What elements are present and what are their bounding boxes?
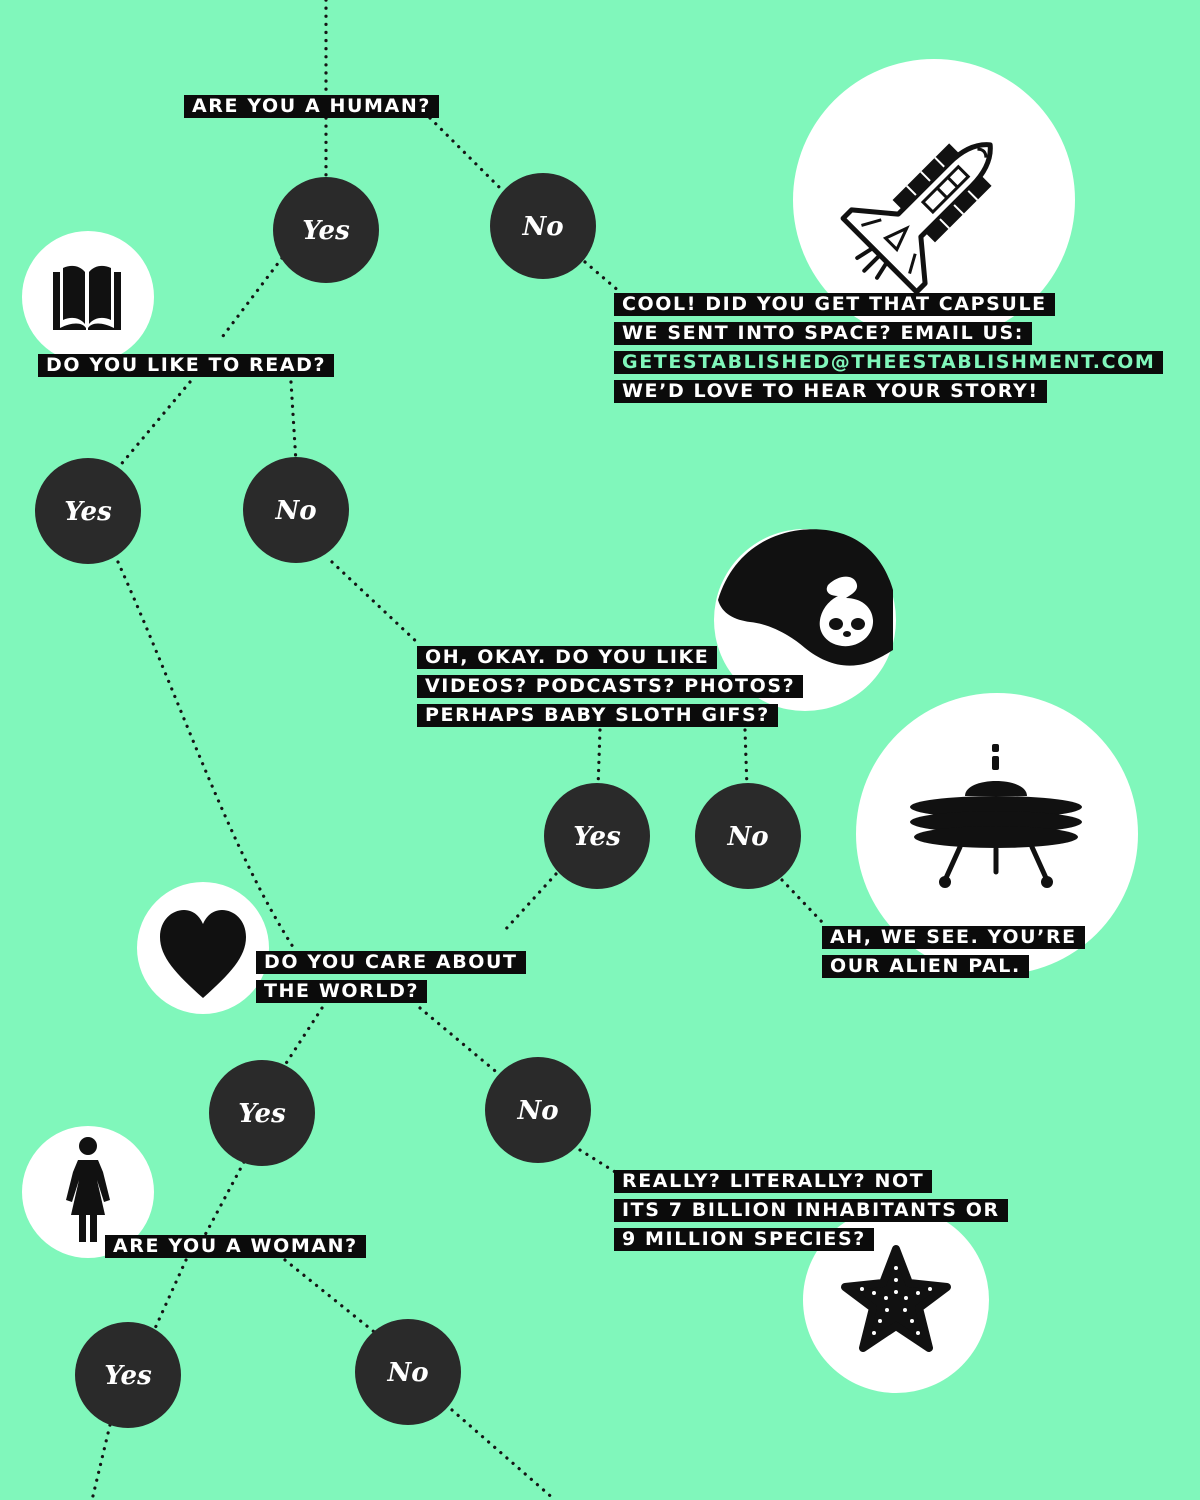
baby-sloth-icon: [718, 529, 893, 666]
answer-label: Yes: [104, 1361, 152, 1391]
woman-icon: [66, 1137, 110, 1242]
question-media: OH, OKAY. DO YOU LIKE VIDEOS? PODCASTS? …: [417, 646, 804, 733]
connector-womanyes-down: [90, 1423, 112, 1500]
connector-world-no: [418, 1006, 502, 1077]
connector-world-yes: [281, 1006, 324, 1070]
label-line: OUR ALIEN PAL.: [822, 955, 1029, 978]
answer-node-woman-no[interactable]: No: [355, 1319, 461, 1425]
label-line: 9 MILLION SPECIES?: [614, 1228, 874, 1251]
answer-node-human-no[interactable]: No: [490, 173, 596, 279]
starfish-icon: [841, 1245, 951, 1352]
connector-no-alien: [780, 878, 824, 924]
answer-label: Yes: [573, 822, 621, 852]
label-line: AH, WE SEE. YOU’RE: [822, 926, 1085, 949]
connector-media-yes: [596, 728, 602, 790]
connector-woman-no: [283, 1258, 380, 1337]
label-line: ARE YOU A HUMAN?: [184, 95, 439, 118]
answer-node-read-yes[interactable]: Yes: [35, 458, 141, 564]
label-line: COOL! DID YOU GET THAT CAPSULE: [614, 293, 1055, 316]
open-book-icon: [53, 265, 121, 330]
answer-node-world-yes[interactable]: Yes: [209, 1060, 315, 1166]
label-line: THE WORLD?: [256, 980, 428, 1003]
connector-readyes-world: [116, 560, 297, 952]
label-line: DO YOU CARE ABOUT: [256, 951, 526, 974]
question-read: DO YOU LIKE TO READ?: [38, 354, 335, 383]
outcome-really: REALLY? LITERALLY? NOT ITS 7 BILLION INH…: [614, 1170, 1008, 1257]
connector-human-no: [428, 116, 502, 190]
connector-yes-read: [218, 256, 284, 342]
connector-read-yes: [116, 380, 192, 470]
answer-node-woman-yes[interactable]: Yes: [75, 1322, 181, 1428]
answer-label: Yes: [238, 1099, 286, 1129]
answer-label: No: [274, 496, 316, 526]
answer-label: Yes: [302, 216, 350, 246]
answer-label: No: [386, 1358, 428, 1388]
email-link[interactable]: GETESTABLISHED@THEESTABLISHMENT.COM: [614, 351, 1164, 374]
connector-no-space: [583, 260, 622, 294]
question-human: ARE YOU A HUMAN?: [184, 95, 439, 124]
answer-node-human-yes[interactable]: Yes: [273, 177, 379, 283]
answer-node-media-yes[interactable]: Yes: [544, 783, 650, 889]
answer-node-media-no[interactable]: No: [695, 783, 801, 889]
book-illustration-circle: [22, 231, 154, 363]
label-line: OH, OKAY. DO YOU LIKE: [417, 646, 718, 669]
label-line: REALLY? LITERALLY? NOT: [614, 1170, 933, 1193]
question-world: DO YOU CARE ABOUT THE WORLD?: [256, 951, 526, 1009]
answer-node-read-no[interactable]: No: [243, 457, 349, 563]
answer-label: No: [726, 822, 768, 852]
label-line: WE SENT INTO SPACE? EMAIL US:: [614, 322, 1033, 345]
connector-readno-media: [330, 560, 422, 647]
connector-worldyes-woman: [203, 1160, 246, 1237]
connector-no-really: [578, 1148, 622, 1177]
label-line: PERHAPS BABY SLOTH GIFS?: [417, 704, 778, 727]
answer-label: No: [521, 212, 563, 242]
outcome-space: COOL! DID YOU GET THAT CAPSULE WE SENT I…: [614, 293, 1164, 409]
ufo-icon: [910, 744, 1082, 888]
question-woman: ARE YOU A WOMAN?: [105, 1235, 366, 1264]
answer-label: Yes: [64, 497, 112, 527]
connector-woman-yes: [150, 1258, 188, 1337]
connector-mediayes-world: [503, 872, 558, 932]
label-line: VIDEOS? PODCASTS? PHOTOS?: [417, 675, 804, 698]
connector-read-no: [289, 380, 298, 464]
label-line: WE’D LOVE TO HEAR YOUR STORY!: [614, 380, 1047, 403]
connector-womanno-down: [450, 1408, 557, 1500]
label-line: DO YOU LIKE TO READ?: [38, 354, 335, 377]
outcome-alien: AH, WE SEE. YOU’RE OUR ALIEN PAL.: [822, 926, 1085, 984]
connectors: [90, 0, 824, 1500]
answer-label: No: [516, 1096, 558, 1126]
heart-icon: [160, 910, 246, 998]
label-line: ARE YOU A WOMAN?: [105, 1235, 366, 1258]
connector-media-no: [743, 728, 749, 790]
answer-node-world-no[interactable]: No: [485, 1057, 591, 1163]
label-line: ITS 7 BILLION INHABITANTS OR: [614, 1199, 1008, 1222]
space-shuttle-icon: [840, 142, 993, 295]
